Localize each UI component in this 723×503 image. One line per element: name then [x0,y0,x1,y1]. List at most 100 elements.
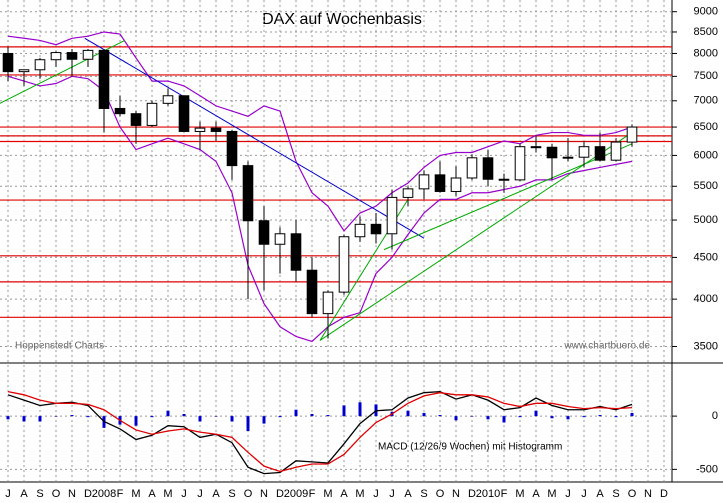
candle-body [626,126,638,143]
x-tick-label: 2010 [476,488,500,500]
x-tick-label: S [612,488,619,500]
histogram-bar [438,415,442,417]
y-tick-label: 9000 [694,6,718,18]
x-tick-label: N [452,488,460,500]
candle-body [594,146,606,161]
histogram-bar [6,416,10,420]
histogram-bar [278,416,282,418]
histogram-bar [86,416,90,418]
x-tick-label: M [131,488,140,500]
trend-line [319,132,633,341]
x-tick-label: 2008 [92,488,116,500]
x-tick-label: J [389,488,395,500]
source-note: Hoppenstedt Charts [15,341,104,352]
histogram-bar [630,412,634,417]
y-tick-label: 6500 [694,121,718,133]
histogram-bar [342,405,346,417]
histogram-bar [502,416,506,423]
candle-body [274,233,286,245]
trend-line [383,143,633,251]
y-tick-label: 0 [712,410,718,422]
candle-body [466,157,478,179]
candle-body [98,49,110,109]
x-tick-label: A [148,488,156,500]
x-tick-label: A [340,488,348,500]
candle-body [162,95,174,104]
histogram-bar [470,416,474,417]
candle-body [514,146,526,181]
x-tick-label: O [52,488,61,500]
candle-body [50,52,62,61]
candle-body [354,223,366,238]
trend-line [84,37,425,239]
x-tick-label: M [547,488,556,500]
candle-body [242,165,254,222]
x-tick-label: S [36,488,43,500]
chart-title: DAX auf Wochenbasis [262,11,422,28]
x-tick-label: A [596,488,604,500]
candle-body [610,141,622,161]
candle-body [562,156,574,159]
histogram-bar [406,410,410,417]
x-tick-label: J [181,488,187,500]
x-tick-label: M [355,488,364,500]
histogram-bar [422,412,426,417]
histogram-bar [54,416,58,417]
candle-body [386,196,398,235]
histogram-bar [294,409,298,417]
x-tick-label: J [373,488,379,500]
candle-body [66,52,78,60]
candle-body [258,220,270,245]
candle-body [498,178,510,181]
candle-body [146,102,158,126]
bollinger-band [7,75,633,343]
histogram-bar [454,416,458,421]
candle-body [114,107,126,115]
y-tick-label: 5000 [694,214,718,226]
x-tick-label: S [228,488,235,500]
histogram-bar [326,415,330,417]
histogram-bar [550,416,554,419]
x-tick-label: A [20,488,28,500]
x-tick-label: 2009 [284,488,308,500]
candle-body [290,233,302,271]
x-tick-label: J [5,488,11,500]
histogram-bar [150,416,154,418]
histogram-bar [246,416,250,432]
y-tick-label: 4500 [694,251,718,263]
x-tick-label: F [501,488,508,500]
candle-body [306,269,318,315]
histogram-bar [262,416,266,424]
candle-body [450,177,462,192]
y-tick-label: 8500 [694,26,718,38]
x-tick-label: D [468,488,476,500]
histogram-bar [486,416,490,420]
x-tick-label: O [628,488,637,500]
histogram-bar [70,415,74,417]
histogram-bar [310,413,314,417]
histogram-bar [598,415,602,417]
x-tick-label: A [532,488,540,500]
x-tick-label: J [197,488,203,500]
candle-body [82,49,94,60]
y-tick-label: 7500 [694,70,718,82]
candle-body [34,59,46,71]
candle-body [546,146,558,159]
histogram-bar [518,416,522,418]
candle-body [178,95,190,132]
y-tick-label: 6000 [694,149,718,161]
y-tick-label: -500 [696,463,718,475]
candle-body [418,174,430,190]
macd-label: MACD (12/26/9 Wochen) mit Histogramm [378,442,562,453]
histogram-bar [134,416,138,426]
candle-body [210,127,222,132]
x-tick-label: M [515,488,524,500]
x-tick-label: D [276,488,284,500]
candle-body [402,188,414,198]
x-tick-label: D [84,488,92,500]
macd-line [7,390,633,475]
x-tick-label: O [244,488,253,500]
candle-body [434,174,446,192]
histogram-bar [182,413,186,417]
